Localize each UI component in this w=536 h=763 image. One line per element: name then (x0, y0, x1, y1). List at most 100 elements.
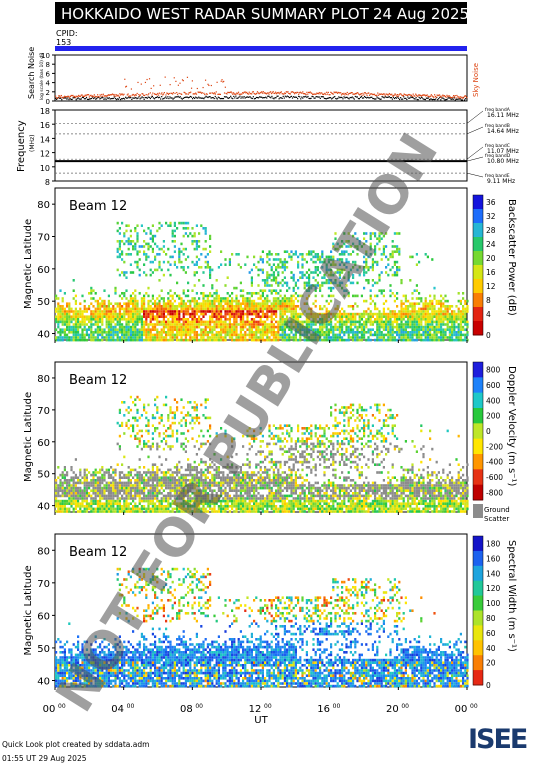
power-colorbar-tick: 28 (486, 226, 496, 235)
search-noise-points (55, 95, 468, 101)
width-colorbar-tick: 20 (486, 659, 496, 668)
isee-logo: ISEE (468, 724, 528, 755)
noise-ytick-label: 2 (46, 89, 50, 97)
power-pixels (55, 221, 469, 342)
velocity-colorbar-tick: 600 (486, 381, 501, 390)
width-ytick-label: 80 (37, 546, 50, 557)
sky-noise-points (55, 76, 468, 99)
velocity-colorbar-tick: -800 (486, 488, 503, 497)
ground-scatter-label: Ground (484, 506, 510, 514)
width-colorbar-tick: 0 (486, 681, 491, 690)
noise-ytick-label: 6 (46, 70, 51, 78)
width-ytick-label: 40 (37, 676, 50, 687)
width-colorbar (472, 535, 484, 686)
power-colorbar-tick: 16 (486, 268, 496, 277)
power-colorbar-tick: 0 (486, 331, 491, 340)
xtick-label: 12 (249, 704, 262, 715)
xtick-label: 08 (180, 704, 193, 715)
velocity-colorbar-tick: 400 (486, 396, 501, 405)
xtick-label-sup: 00 (58, 703, 66, 710)
freq-band-leader (466, 172, 484, 178)
xtick-label: 16 (317, 704, 330, 715)
freq-band-label: freq bandD (485, 153, 511, 159)
plot-title: HOKKAIDO WEST RADAR SUMMARY PLOT (61, 5, 369, 23)
power-colorbar-tick: 4 (486, 310, 491, 319)
xtick-label-sup: 00 (127, 703, 135, 710)
footer-credit: Quick Look plot created by sddata.adm (2, 740, 150, 749)
power-colorbar (472, 194, 484, 336)
xtick-label-sup: 00 (470, 703, 478, 710)
velocity-colorbar-tick: 200 (486, 412, 501, 421)
noise-ytick-label: 4 (46, 80, 51, 88)
freq-band-leader (466, 156, 484, 162)
freq-band-value: 16.11 MHz (487, 112, 519, 119)
freq-band-value: 10.80 MHz (487, 158, 519, 165)
width-ylabel: Magnetic Latitude (23, 565, 34, 655)
velocity-pixels (55, 395, 469, 513)
freq-ytick-label: 18 (40, 107, 50, 116)
width-colorbar-tick: 80 (486, 614, 496, 623)
width-ytick-label: 60 (37, 611, 50, 622)
velocity-colorbar-tick: 800 (486, 366, 501, 375)
footer-timestamp: 01:55 UT 29 Aug 2025 (2, 754, 87, 763)
width-colorbar-tick: 180 (486, 539, 501, 548)
xtick-label: 20 (386, 704, 399, 715)
xtick-label-sup: 00 (195, 703, 203, 710)
noise-ytick-label: 0 (46, 98, 50, 106)
velocity-beam-title: Beam 12 (69, 373, 127, 388)
freq-ytick-label: 12 (40, 150, 50, 159)
width-colorbar-tick: 160 (486, 554, 501, 563)
velocity-colorbar-tick: -400 (486, 458, 503, 467)
freq-band-value: 9.11 MHz (487, 178, 515, 185)
velocity-colorbar (472, 361, 484, 501)
freq-band-leader (466, 146, 484, 160)
velocity-colorbar-tick: 0 (486, 427, 491, 436)
freq-band-label: freq bandB (485, 123, 510, 129)
width-ytick-label: 70 (37, 579, 50, 590)
velocity-ytick-label: 80 (37, 374, 50, 385)
width-colorbar-tick: 40 (486, 644, 496, 653)
velocity-colorbar-tick: -600 (486, 473, 503, 482)
power-colorbar-tick: 20 (486, 254, 496, 263)
cpid-value: 153 (56, 38, 71, 47)
width-colorbar-tick: 140 (486, 569, 501, 578)
xtick-label: 04 (111, 704, 124, 715)
freq-ylabel: Frequency (16, 120, 27, 172)
freq-band-value: 11.07 MHz (487, 148, 519, 155)
width-ytick-label: 50 (37, 644, 50, 655)
velocity-ytick-label: 40 (37, 502, 50, 513)
xtick-label-sup: 00 (401, 703, 409, 710)
power-ytick-label: 80 (37, 200, 50, 211)
velocity-ytick-label: 60 (37, 438, 50, 449)
velocity-ylabel: Magnetic Latitude (23, 392, 34, 482)
width-colorbar-tick: 60 (486, 629, 496, 638)
width-colorbar-tick: 100 (486, 599, 501, 608)
frequency-panel-frame (54, 109, 468, 182)
noise-ytick-label: 10 (41, 52, 50, 60)
noise-ylabel-sub: log scale (bas 10) dB (39, 53, 45, 100)
header-bar: HOKKAIDO WEST RADAR SUMMARY PLOT 24 Aug … (55, 2, 469, 24)
power-ytick-label: 60 (37, 265, 50, 276)
power-ytick-label: 40 (37, 330, 50, 341)
power-colorbar-tick: 36 (486, 198, 496, 207)
freq-band-label: freq bandA (485, 107, 511, 113)
power-colorbar-tick: 8 (486, 296, 491, 305)
freq-band-label: freq bandE (485, 173, 510, 179)
noise-ytick-label: 8 (46, 61, 50, 69)
xtick-label-sup: 00 (333, 703, 341, 710)
xtick-label: 00 (455, 704, 468, 715)
width-pixels (55, 567, 469, 688)
velocity-colorbar-label: Doppler Velocity (m s⁻¹) (506, 366, 517, 486)
velocity-ytick-label: 70 (37, 406, 50, 417)
cpid-label: CPID: (56, 29, 78, 38)
sky-noise-label: Sky Noise (472, 63, 480, 97)
freq-ytick-label: 14 (40, 135, 50, 144)
noise-ylabel: Search Noise (27, 47, 36, 99)
power-ylabel: Magnetic Latitude (23, 219, 34, 309)
power-colorbar-tick: 12 (486, 282, 496, 291)
xtick-label-sup: 00 (264, 703, 272, 710)
width-beam-title: Beam 12 (69, 545, 127, 560)
freq-band-label: freq bandC (485, 143, 510, 149)
velocity-ytick-label: 50 (37, 470, 50, 481)
